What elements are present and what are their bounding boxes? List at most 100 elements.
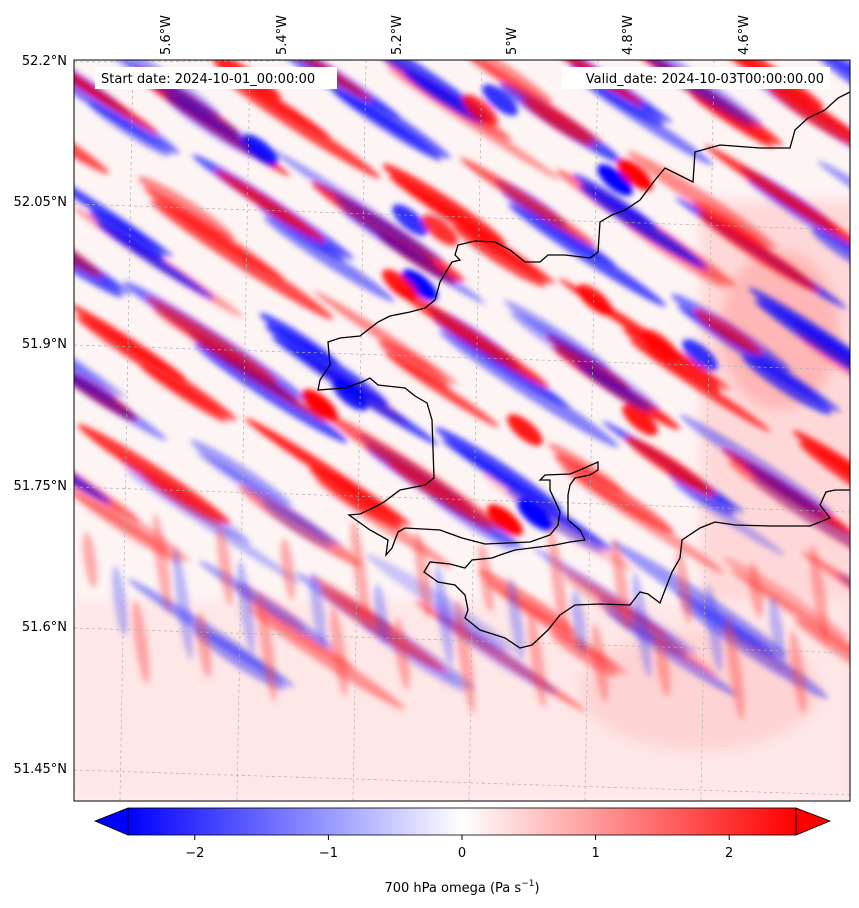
descent-band xyxy=(560,466,724,574)
ascent-streak xyxy=(571,590,587,654)
lon-label-5w: 5°W xyxy=(505,27,520,55)
descent-core xyxy=(642,329,678,361)
ascent-band xyxy=(334,197,436,265)
descent-band xyxy=(459,157,597,247)
descent-band xyxy=(74,86,110,174)
colorbar: −2 −1 0 1 2 700 hPa omega (Pa s−1) xyxy=(93,807,832,896)
descent-band xyxy=(77,423,231,525)
ascent-band xyxy=(610,541,788,657)
descent-core xyxy=(617,159,653,191)
descent-streak xyxy=(612,538,630,630)
lon-label-5-2w: 5.2°W xyxy=(390,15,405,55)
descent-band xyxy=(382,163,506,245)
descent-band xyxy=(378,340,450,388)
ascent-band xyxy=(164,95,262,159)
descent-band xyxy=(384,352,500,428)
lon-label-4-8w: 4.8°W xyxy=(621,15,636,55)
colorbar-ticks: −2 −1 0 1 2 xyxy=(185,835,733,861)
lat-label-52-2n: 52.2°N xyxy=(22,54,67,69)
descent-core xyxy=(622,404,658,436)
ascent-band xyxy=(754,299,850,415)
ascent-streak xyxy=(632,572,652,678)
descent-streak xyxy=(280,538,296,600)
descent-band xyxy=(247,606,405,710)
ascent-band xyxy=(194,342,348,444)
colorbar-body xyxy=(127,807,797,836)
colorbar-tick-label: −2 xyxy=(185,846,204,861)
descent-band xyxy=(74,492,181,564)
descent-band xyxy=(309,467,403,529)
lon-label-5-4w: 5.4°W xyxy=(275,15,290,55)
ascent-band xyxy=(74,60,180,155)
ascent-core xyxy=(392,204,428,236)
ascent-band xyxy=(510,312,660,410)
descent-streak xyxy=(196,612,212,678)
ascent-streak xyxy=(705,584,723,672)
descent-streak xyxy=(591,624,609,702)
map-panel: Start date: 2024-10-01_00:00:00 Valid_da… xyxy=(73,59,851,802)
descent-streak xyxy=(478,544,494,612)
descent-band xyxy=(150,200,334,320)
ascent-core xyxy=(332,379,368,411)
ascent-band xyxy=(817,160,850,234)
ascent-band xyxy=(332,89,442,161)
ascent-band xyxy=(74,337,118,401)
ascent-band xyxy=(508,203,666,307)
ascent-streak xyxy=(173,548,193,660)
colorbar-tick-label: 0 xyxy=(458,846,466,861)
descent-streak xyxy=(748,562,764,618)
coastline xyxy=(317,91,850,649)
lat-label-51-9n: 51.9°N xyxy=(22,337,67,352)
lat-label-51-6n: 51.6°N xyxy=(22,620,67,635)
ascent-streak xyxy=(310,572,326,648)
ascent-band xyxy=(742,355,832,415)
ascent-band xyxy=(263,216,395,302)
descent-band xyxy=(387,461,493,531)
descent-core xyxy=(577,284,613,316)
ascent-band xyxy=(575,361,651,413)
descent-band xyxy=(798,442,850,538)
descent-band xyxy=(801,551,850,641)
descent-streak xyxy=(82,532,98,588)
ascent-band xyxy=(679,414,835,516)
descent-band xyxy=(794,618,850,682)
descent-streak xyxy=(152,514,172,612)
descent-band xyxy=(698,212,818,292)
ascent-core xyxy=(242,134,278,166)
ascent-band xyxy=(89,210,165,260)
descent-core xyxy=(422,214,458,246)
descent-core xyxy=(487,504,523,536)
ascent-band xyxy=(439,330,619,448)
start-date-box xyxy=(95,67,337,89)
colorbar-extend-low xyxy=(93,807,129,836)
map-frame xyxy=(73,59,851,802)
ascent-band xyxy=(87,101,171,157)
latitude-labels: 52.2°N 52.05°N 51.9°N 51.75°N 51.6°N 51.… xyxy=(14,54,67,777)
descent-band xyxy=(704,144,850,252)
ascent-band xyxy=(265,324,389,406)
ascent-core xyxy=(482,84,518,116)
descent-band xyxy=(322,411,502,529)
ascent-band xyxy=(579,185,707,269)
descent-band xyxy=(627,151,777,249)
ascent-band xyxy=(576,76,714,166)
descent-band xyxy=(451,60,553,104)
ascent-band xyxy=(403,70,483,124)
ascent-band xyxy=(74,228,124,298)
descent-band xyxy=(75,315,237,421)
descent-band xyxy=(391,284,549,388)
ascent-band xyxy=(750,476,850,558)
descent-streak xyxy=(528,612,546,708)
ascent-band xyxy=(340,209,486,305)
ascent-core xyxy=(402,269,438,301)
lon-label-5-6w: 5.6°W xyxy=(159,15,174,55)
descent-band xyxy=(479,569,577,635)
descent-band xyxy=(554,454,674,534)
descent-core xyxy=(302,389,338,421)
lon-label-4-6w: 4.6°W xyxy=(737,15,752,55)
start-date-label: Start date: 2024-10-01_00:00:00 xyxy=(101,72,315,87)
descent-streak xyxy=(809,544,829,642)
descent-core xyxy=(507,414,543,446)
descent-band xyxy=(694,309,762,355)
ascent-band xyxy=(74,349,167,441)
